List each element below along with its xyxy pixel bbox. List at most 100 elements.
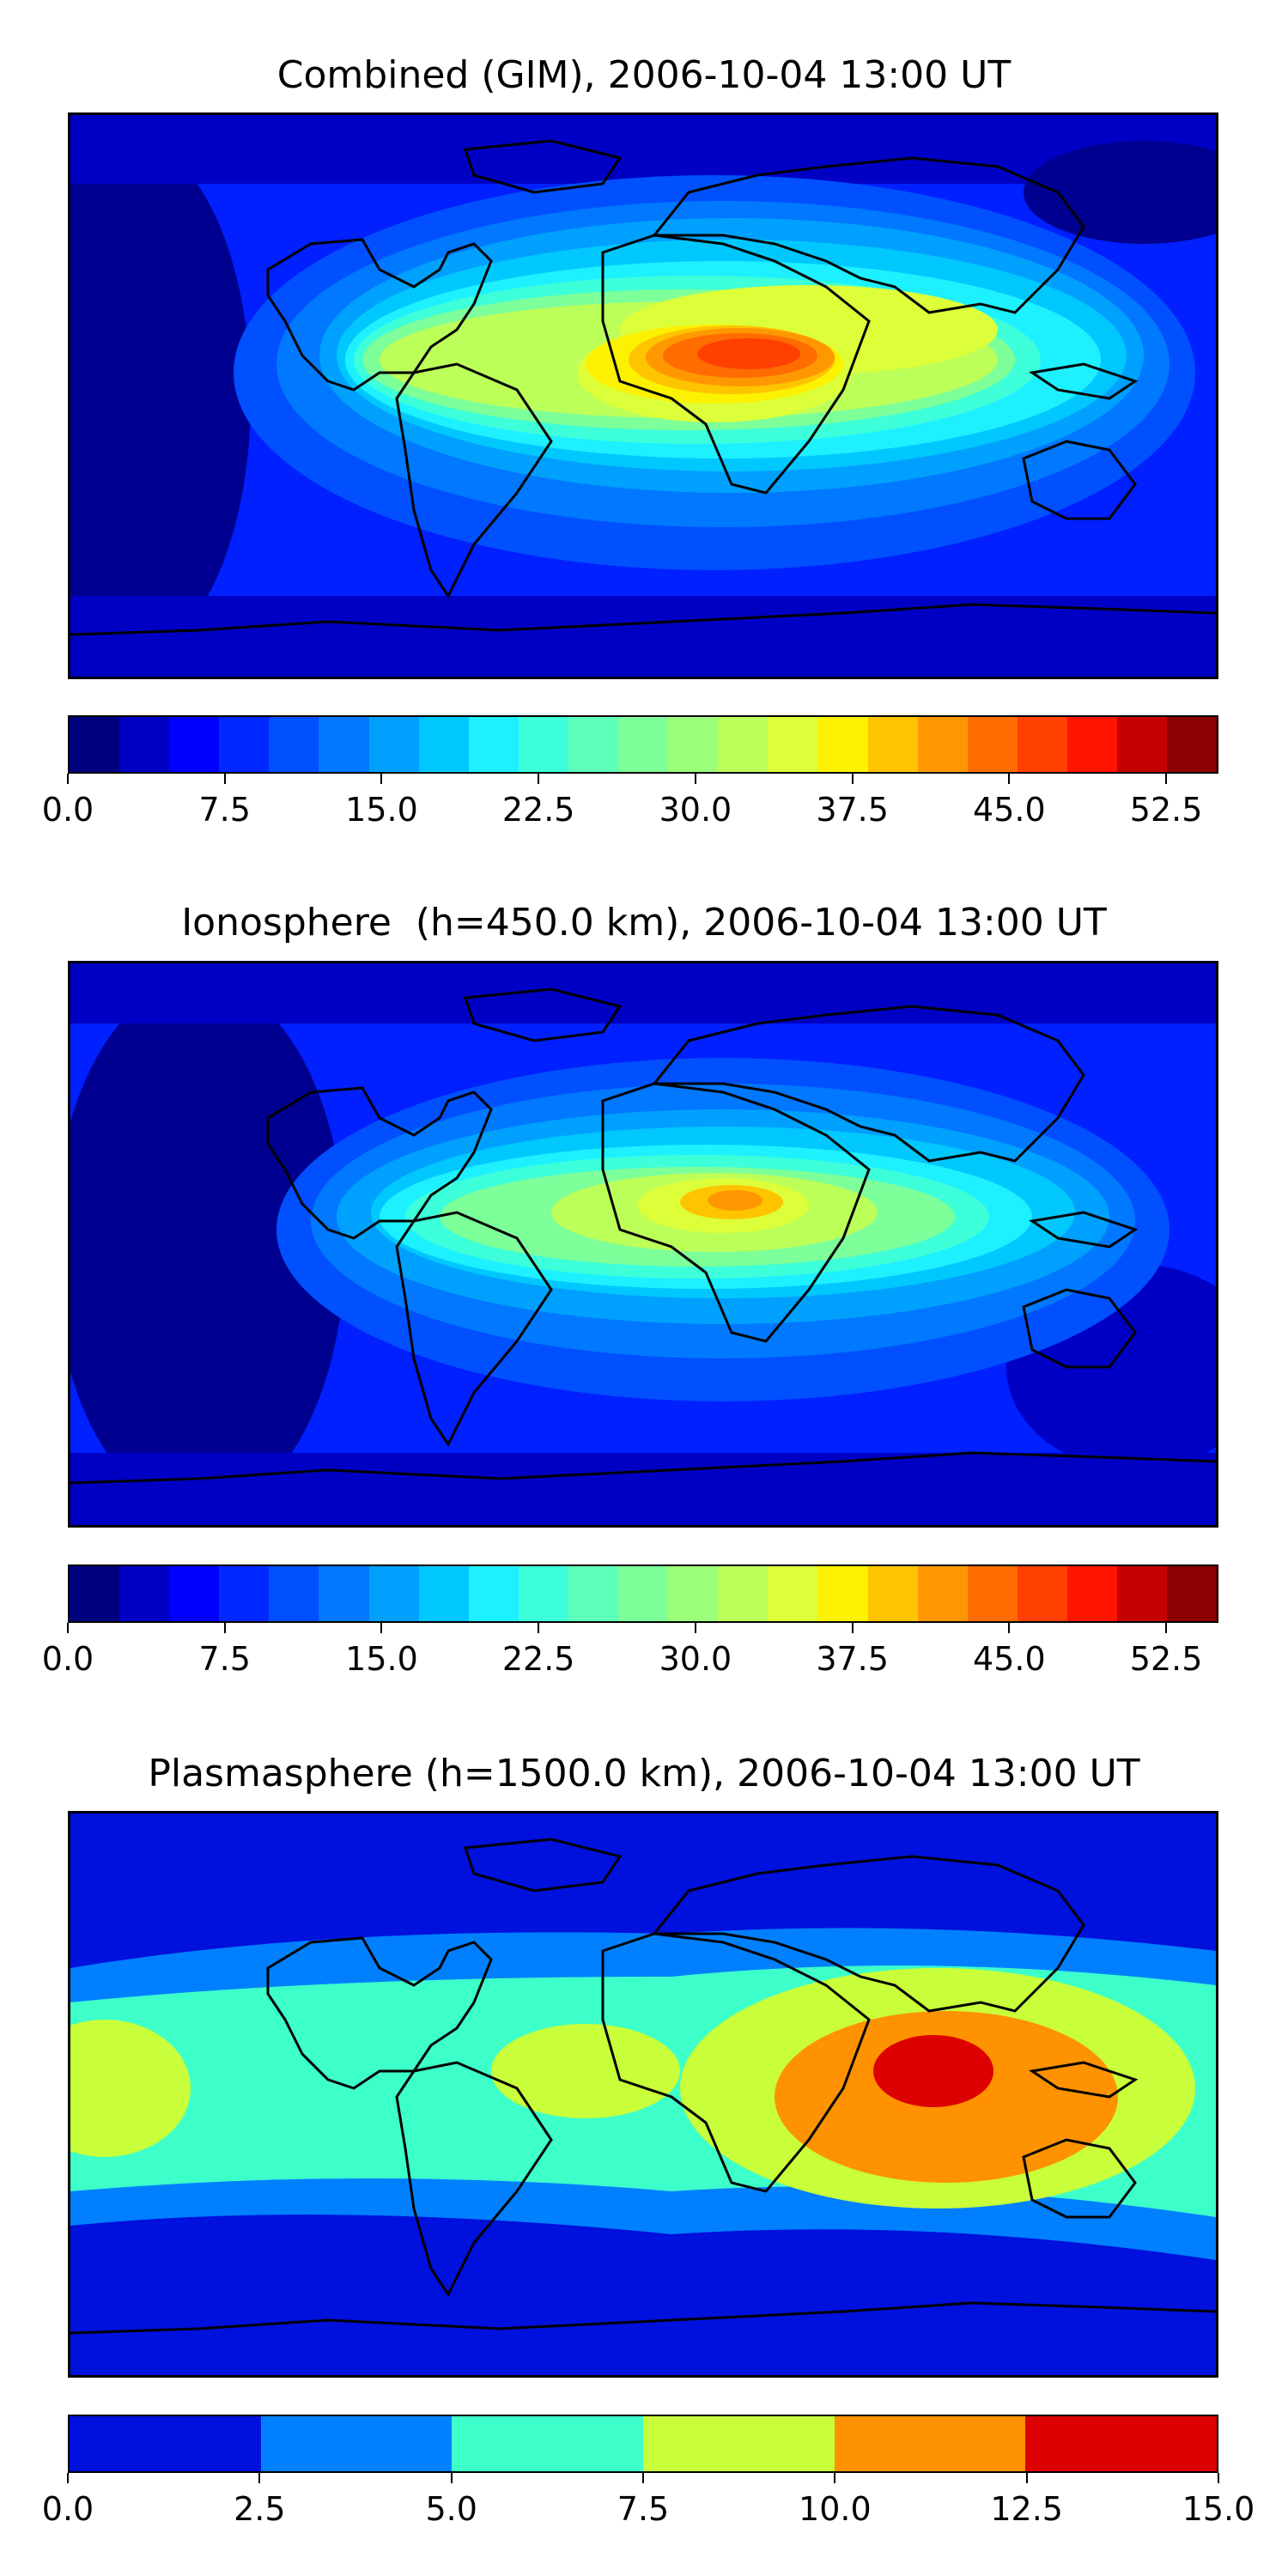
colorbar-segment xyxy=(1116,717,1168,772)
colorbar-tick xyxy=(67,1623,69,1633)
colorbar-tick-label: 52.5 xyxy=(1129,791,1203,829)
colorbar-tick-label: 0.0 xyxy=(41,1640,94,1678)
colorbar-tick-label: 5.0 xyxy=(425,2490,477,2528)
colorbar-tick-label: 22.5 xyxy=(501,791,575,829)
colorbar-segment xyxy=(618,1566,669,1621)
colorbar-segment xyxy=(1025,2416,1218,2471)
colorbar-segment xyxy=(618,717,669,772)
colorbar-tick-label: 0.0 xyxy=(41,2490,94,2528)
colorbar-tick xyxy=(67,774,69,784)
colorbar-segment xyxy=(643,2416,835,2471)
colorbar-segment xyxy=(568,1566,619,1621)
colorbar-tick xyxy=(380,1623,383,1633)
colorbar-tick xyxy=(380,774,383,784)
colorbar-combined xyxy=(68,715,1218,774)
colorbar-segment xyxy=(219,717,270,772)
colorbar-segment xyxy=(917,717,968,772)
colorbar-tick xyxy=(834,2473,836,2483)
colorbar-segment xyxy=(368,1566,419,1621)
colorbar-ticks-plasmasphere: 0.0 2.5 5.0 7.5 10.0 12.5 15.0 xyxy=(42,2473,1255,2528)
colorbar-tick xyxy=(694,1623,696,1633)
panel-title-ionosphere: Ionosphere (h=450.0 km), 2006-10-04 13:0… xyxy=(181,901,1107,945)
colorbar-segment xyxy=(219,1566,270,1621)
colorbar-segment xyxy=(468,1566,519,1621)
colorbar-segment xyxy=(119,1566,170,1621)
colorbar-segment xyxy=(1017,1566,1067,1621)
colorbar-tick xyxy=(851,1623,854,1633)
colorbar-ticks-combined: 0.0 7.5 15.0 22.5 30.0 37.5 45.0 52.5 xyxy=(42,774,1218,829)
colorbar-tick-label: 15.0 xyxy=(345,791,418,829)
colorbar-segment xyxy=(418,717,469,772)
colorbar-tick xyxy=(1008,1623,1011,1633)
colorbar-tick-label: 15.0 xyxy=(1182,2490,1255,2528)
colorbar-tick-label: 52.5 xyxy=(1129,1640,1203,1678)
colorbar-segment xyxy=(834,2416,1026,2471)
colorbar-ionosphere xyxy=(68,1564,1218,1623)
colorbar-segment xyxy=(668,1566,719,1621)
colorbar-segment xyxy=(568,717,619,772)
colorbar-tick-label: 12.5 xyxy=(990,2490,1063,2528)
colorbar-tick xyxy=(538,1623,540,1633)
colorbar-tick xyxy=(1218,2473,1219,2483)
map-plasmasphere xyxy=(68,1811,1218,2378)
colorbar-segment xyxy=(269,1566,319,1621)
colorbar-segment xyxy=(967,717,1018,772)
colorbar-segment xyxy=(1167,717,1218,772)
colorbar-tick xyxy=(1165,1623,1168,1633)
colorbar-segment xyxy=(169,717,220,772)
colorbar-tick xyxy=(1008,774,1011,784)
colorbar-segment xyxy=(452,2416,644,2471)
colorbar-segment xyxy=(1066,717,1117,772)
colorbar-segment xyxy=(269,717,319,772)
colorbar-tick-label: 0.0 xyxy=(41,791,94,829)
colorbar-tick-label: 7.5 xyxy=(198,791,251,829)
colorbar-tick-label: 45.0 xyxy=(973,1640,1046,1678)
colorbar-segment xyxy=(768,1566,818,1621)
colorbar-tick-label: 10.0 xyxy=(799,2490,872,2528)
tec-contours-plasmasphere xyxy=(70,1928,1216,2260)
colorbar-tick xyxy=(67,2473,69,2483)
colorbar-tick xyxy=(1025,2473,1028,2483)
colorbar-segment xyxy=(368,717,419,772)
colorbar-segment xyxy=(1167,1566,1218,1621)
colorbar-segment xyxy=(668,717,719,772)
colorbar-tick-label: 37.5 xyxy=(816,1640,889,1678)
colorbar-segment xyxy=(518,717,568,772)
colorbar-segment xyxy=(319,717,369,772)
colorbar-segment xyxy=(468,717,519,772)
colorbar-tick-label: 7.5 xyxy=(617,2490,670,2528)
colorbar-segment xyxy=(518,1566,568,1621)
colorbar-tick xyxy=(642,2473,644,2483)
colorbar-tick xyxy=(851,774,854,784)
colorbar-tick xyxy=(694,774,696,784)
colorbar-tick xyxy=(450,2473,453,2483)
colorbar-segment xyxy=(817,1566,868,1621)
colorbar-tick-label: 7.5 xyxy=(198,1640,251,1678)
colorbar-tick xyxy=(223,1623,226,1633)
colorbar-segment xyxy=(967,1566,1018,1621)
colorbar-segment xyxy=(817,717,868,772)
coastlines-plasmasphere xyxy=(70,1838,1216,2335)
colorbar-segment xyxy=(718,717,769,772)
colorbar-segment xyxy=(119,717,170,772)
colorbar-segment xyxy=(1066,1566,1117,1621)
colorbar-tick-label: 45.0 xyxy=(973,791,1046,829)
colorbar-tick-label: 37.5 xyxy=(816,791,889,829)
colorbar-segment xyxy=(319,1566,369,1621)
colorbar-tick-label: 2.5 xyxy=(234,2490,286,2528)
colorbar-segment xyxy=(418,1566,469,1621)
colorbar-tick-label: 30.0 xyxy=(659,1640,732,1678)
colorbar-segment xyxy=(169,1566,220,1621)
colorbar-segment xyxy=(917,1566,968,1621)
colorbar-segment xyxy=(867,1566,918,1621)
colorbar-tick-label: 15.0 xyxy=(345,1640,418,1678)
colorbar-segment xyxy=(260,2416,453,2471)
colorbar-tick xyxy=(1165,774,1168,784)
colorbar-tick xyxy=(223,774,226,784)
colorbar-tick-label: 22.5 xyxy=(501,1640,575,1678)
colorbar-segment xyxy=(70,1566,120,1621)
colorbar-segment xyxy=(768,717,818,772)
colorbar-segment xyxy=(867,717,918,772)
colorbar-tick xyxy=(538,774,540,784)
panel-title-combined: Combined (GIM), 2006-10-04 13:00 UT xyxy=(276,53,1012,97)
